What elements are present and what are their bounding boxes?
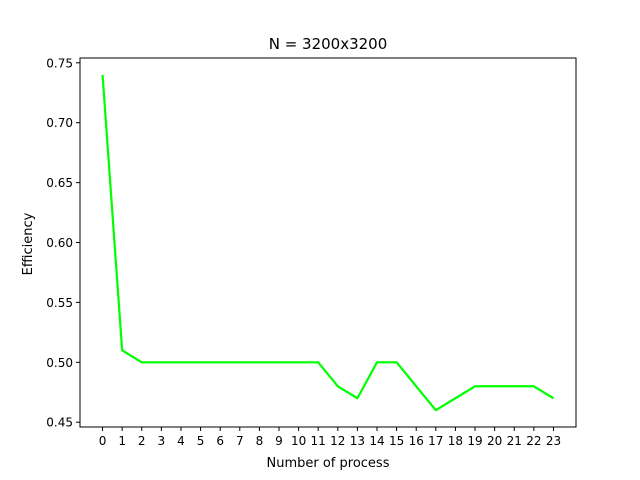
x-tick-label-11: 11 — [311, 434, 326, 448]
y-tick-label-0.45: 0.45 — [46, 416, 73, 430]
x-tick-label-8: 8 — [256, 434, 264, 448]
chart-title: N = 3200x3200 — [269, 35, 388, 53]
y-tick-label-0.75: 0.75 — [46, 56, 73, 70]
x-tick-label-10: 10 — [291, 434, 306, 448]
x-tick-label-18: 18 — [448, 434, 463, 448]
x-tick-label-17: 17 — [428, 434, 443, 448]
y-tick-label-0.70: 0.70 — [46, 116, 73, 130]
y-tick-label-0.65: 0.65 — [46, 176, 73, 190]
x-tick-label-22: 22 — [526, 434, 541, 448]
x-tick-label-9: 9 — [275, 434, 283, 448]
x-tick-label-4: 4 — [177, 434, 185, 448]
x-tick-label-0: 0 — [99, 434, 107, 448]
x-tick-label-23: 23 — [546, 434, 561, 448]
x-tick-label-2: 2 — [138, 434, 146, 448]
y-tick-label-0.50: 0.50 — [46, 356, 73, 370]
y-tick-label-0.55: 0.55 — [46, 296, 73, 310]
x-tick-label-3: 3 — [158, 434, 166, 448]
x-tick-label-20: 20 — [487, 434, 502, 448]
x-tick-label-15: 15 — [389, 434, 404, 448]
x-tick-label-21: 21 — [507, 434, 522, 448]
x-tick-label-1: 1 — [118, 434, 126, 448]
plot-area: 0 1 2 3 4 5 6 7 8 9 10 11 12 13 14 15 16 17 18 19 20 21 22 230.… — [46, 56, 577, 448]
x-tick-label-5: 5 — [197, 434, 205, 448]
x-tick-label-16: 16 — [409, 434, 424, 448]
x-tick-label-13: 13 — [350, 434, 365, 448]
y-tick-label-0.60: 0.60 — [46, 236, 73, 250]
x-tick-label-7: 7 — [236, 434, 244, 448]
x-tick-label-6: 6 — [216, 434, 224, 448]
x-axis-label: Number of process — [267, 456, 390, 471]
x-tick-label-19: 19 — [467, 434, 482, 448]
x-tick-label-12: 12 — [330, 434, 345, 448]
series-line-0 — [101, 74, 555, 412]
y-axis-label: Efficiency — [21, 212, 36, 275]
x-tick-label-14: 14 — [369, 434, 384, 448]
